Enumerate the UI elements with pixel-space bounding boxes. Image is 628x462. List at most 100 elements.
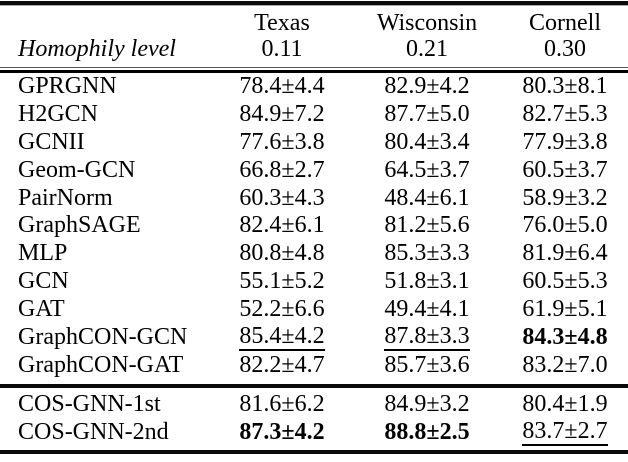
score-value: 61.9±5.1 — [522, 296, 608, 323]
score-value: 66.8±2.7 — [239, 156, 325, 183]
header-dataset-row: Texas Wisconsin Cornell — [0, 10, 628, 36]
model-name: GCN — [18, 268, 69, 295]
score-value: 60.3±4.3 — [239, 184, 325, 211]
score-value: 80.3±8.1 — [522, 73, 608, 99]
score-texas: 82.4±6.1 — [212, 212, 352, 240]
horizontal-rule-bottom — [0, 449, 628, 454]
score-wisconsin: 49.4±4.1 — [352, 296, 502, 324]
score-value: 77.9±3.8 — [522, 128, 608, 155]
score-texas: 80.8±4.8 — [212, 240, 352, 268]
score-cornell: 76.0±5.0 — [502, 212, 628, 240]
score-value: 80.8±4.8 — [239, 240, 325, 267]
score-cornell: 60.5±5.3 — [502, 268, 628, 296]
score-value: 81.9±6.4 — [522, 240, 608, 267]
table-row-h2gcn: H2GCN 84.9±7.2 87.7±5.0 82.7±5.3 — [0, 101, 628, 129]
score-value: 82.4±6.1 — [239, 212, 325, 239]
score-cornell: 83.7±2.7 — [502, 419, 628, 447]
homophily-value-cornell: 0.30 — [544, 36, 586, 62]
score-value: 83.7±2.7 — [522, 417, 608, 446]
score-value: 87.7±5.0 — [384, 100, 470, 127]
table-row-graphcon-gat: GraphCON-GAT 82.2±4.7 85.7±3.6 83.2±7.0 — [0, 352, 628, 380]
score-texas: 82.2±4.7 — [212, 352, 352, 380]
score-cornell: 84.3±4.8 — [502, 324, 628, 352]
score-value: 84.9±3.2 — [384, 390, 470, 417]
score-value: 87.3±4.2 — [239, 418, 325, 445]
score-value: 85.7±3.6 — [384, 351, 470, 378]
score-wisconsin: 85.3±3.3 — [352, 240, 502, 268]
column-header-cornell: Cornell — [529, 10, 601, 36]
score-value: 60.5±5.3 — [522, 268, 608, 295]
score-value: 48.4±6.1 — [384, 184, 470, 211]
score-value: 78.4±4.4 — [239, 73, 325, 99]
model-name: PairNorm — [18, 184, 113, 211]
score-cornell: 82.7±5.3 — [502, 101, 628, 129]
table-row-mlp: MLP 80.8±4.8 85.3±3.3 81.9±6.4 — [0, 240, 628, 268]
header-homophily-row: Homophily level 0.11 0.21 0.30 — [0, 36, 628, 62]
model-name: Geom-GCN — [18, 156, 136, 183]
table-row-gcnii: GCNII 77.6±3.8 80.4±3.4 77.9±3.8 — [0, 129, 628, 157]
score-value: 82.2±4.7 — [239, 351, 325, 378]
score-value: 52.2±6.6 — [239, 296, 325, 323]
score-value: 84.3±4.8 — [522, 324, 608, 351]
score-wisconsin: 64.5±3.7 — [352, 157, 502, 185]
table-row-gcn: GCN 55.1±5.2 51.8±3.1 60.5±5.3 — [0, 268, 628, 296]
score-wisconsin: 84.9±3.2 — [352, 391, 502, 419]
score-wisconsin: 88.8±2.5 — [352, 419, 502, 447]
model-name: COS-GNN-2nd — [18, 418, 169, 445]
horizontal-rule-header — [0, 67, 628, 73]
score-wisconsin: 81.2±5.6 — [352, 212, 502, 240]
score-value: 82.9±4.2 — [384, 73, 470, 99]
score-cornell: 60.5±3.7 — [502, 157, 628, 185]
score-cornell: 80.3±8.1 — [502, 73, 628, 101]
horizontal-rule-middle — [0, 383, 628, 388]
score-texas: 77.6±3.8 — [212, 129, 352, 157]
score-cornell: 80.4±1.9 — [502, 391, 628, 419]
model-name: H2GCN — [18, 100, 99, 127]
score-value: 76.0±5.0 — [522, 212, 608, 239]
score-value: 64.5±3.7 — [384, 156, 470, 183]
table-row-graphcon-gcn: GraphCON-GCN 85.4±4.2 87.8±3.3 84.3±4.8 — [0, 324, 628, 352]
score-cornell: 58.9±3.2 — [502, 185, 628, 213]
table-row-pairnorm: PairNorm 60.3±4.3 48.4±6.1 58.9±3.2 — [0, 185, 628, 213]
score-texas: 66.8±2.7 — [212, 157, 352, 185]
score-texas: 81.6±6.2 — [212, 391, 352, 419]
score-cornell: 61.9±5.1 — [502, 296, 628, 324]
model-name: GraphSAGE — [18, 212, 141, 239]
table-row-geom-gcn: Geom-GCN 66.8±2.7 64.5±3.7 60.5±3.7 — [0, 157, 628, 185]
score-value: 84.9±7.2 — [239, 100, 325, 127]
cos-gnn-rows-group: COS-GNN-1st 81.6±6.2 84.9±3.2 80.4±1.9 C… — [0, 391, 628, 447]
score-value: 80.4±1.9 — [522, 390, 608, 417]
horizontal-rule-top — [0, 1, 628, 6]
model-name: GCNII — [18, 128, 85, 155]
score-value: 85.4±4.2 — [239, 322, 325, 351]
table-header: Texas Wisconsin Cornell Homophily level … — [0, 6, 628, 67]
score-texas: 55.1±5.2 — [212, 268, 352, 296]
column-header-wisconsin: Wisconsin — [376, 10, 478, 36]
score-value: 87.8±3.3 — [384, 322, 470, 351]
table-row-gprgnn: GPRGNN 78.4±4.4 82.9±4.2 80.3±8.1 — [0, 73, 628, 101]
score-wisconsin: 82.9±4.2 — [352, 73, 502, 101]
score-texas: 87.3±4.2 — [212, 419, 352, 447]
score-value: 81.6±6.2 — [239, 390, 325, 417]
homophily-level-label: Homophily level — [18, 36, 176, 62]
score-value: 85.3±3.3 — [384, 240, 470, 267]
score-value: 82.7±5.3 — [522, 100, 608, 127]
score-value: 51.8±3.1 — [384, 268, 470, 295]
score-wisconsin: 48.4±6.1 — [352, 185, 502, 213]
score-texas: 60.3±4.3 — [212, 185, 352, 213]
score-texas: 84.9±7.2 — [212, 101, 352, 129]
score-value: 77.6±3.8 — [239, 128, 325, 155]
score-wisconsin: 51.8±3.1 — [352, 268, 502, 296]
score-value: 55.1±5.2 — [239, 268, 325, 295]
score-wisconsin: 87.8±3.3 — [352, 324, 502, 352]
score-value: 49.4±4.1 — [384, 296, 470, 323]
score-texas: 52.2±6.6 — [212, 296, 352, 324]
score-value: 80.4±3.4 — [384, 128, 470, 155]
table-row-graphsage: GraphSAGE 82.4±6.1 81.2±5.6 76.0±5.0 — [0, 212, 628, 240]
score-wisconsin: 80.4±3.4 — [352, 129, 502, 157]
score-value: 60.5±3.7 — [522, 156, 608, 183]
score-wisconsin: 85.7±3.6 — [352, 352, 502, 380]
table-row-cos-gnn-1st: COS-GNN-1st 81.6±6.2 84.9±3.2 80.4±1.9 — [0, 391, 628, 419]
score-texas: 78.4±4.4 — [212, 73, 352, 101]
table-row-gat: GAT 52.2±6.6 49.4±4.1 61.9±5.1 — [0, 296, 628, 324]
